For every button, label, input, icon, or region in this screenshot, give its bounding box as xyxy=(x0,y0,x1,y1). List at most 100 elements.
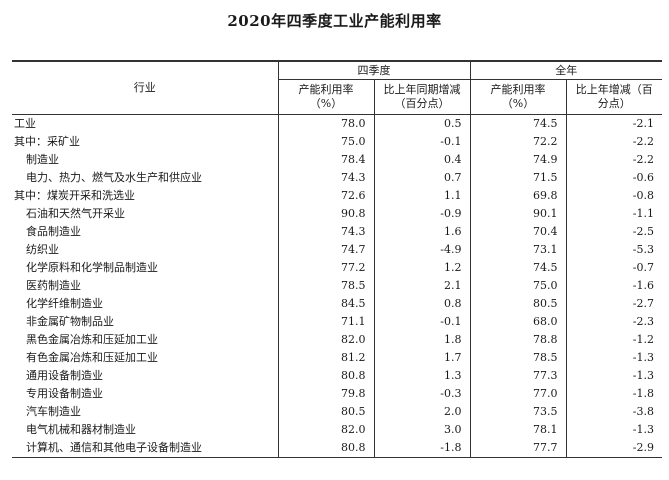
q4-change-cell: -0.1 xyxy=(374,133,471,151)
year-change-header-line1: 比上年增减（百 xyxy=(575,83,653,96)
q4-change-cell: -0.9 xyxy=(374,205,471,223)
year-change-cell: -1.3 xyxy=(632,423,654,436)
year-rate-cell: 68.0 xyxy=(470,313,567,331)
year-change-cell: -1.8 xyxy=(632,387,654,400)
q4-rate-cell: 72.6 xyxy=(278,187,375,205)
year-change-header-line2: 分点） xyxy=(597,97,631,110)
year-change-cell: -2.7 xyxy=(632,297,654,310)
table-row: 化学原料和化学制品制造业 77.2 1.2 74.5 -0.7 xyxy=(12,259,662,277)
q4-change-cell: 1.3 xyxy=(374,367,471,385)
table-row: 专用设备制造业 79.8 -0.3 77.0 -1.8 xyxy=(12,385,662,403)
q4-rate-cell: 74.3 xyxy=(278,169,375,187)
capacity-utilization-table: 行业 四季度 全年 产能利用率 （%） 比上年同期增减 （百分点） 产能利用率 … xyxy=(12,60,662,458)
industry-name-cell: 食品制造业 xyxy=(12,223,279,241)
year-rate-cell: 74.9 xyxy=(470,151,567,169)
q4-rate-cell: 82.0 xyxy=(278,421,375,439)
year-rate-cell: 77.7 xyxy=(470,439,567,458)
q4-change-cell: -0.1 xyxy=(374,313,471,331)
year-rate-cell: 78.5 xyxy=(470,349,567,367)
industry-name-cell: 计算机、通信和其他电子设备制造业 xyxy=(12,439,279,458)
q4-change-cell: -0.3 xyxy=(374,385,471,403)
industry-name-cell: 纺织业 xyxy=(12,241,279,259)
table-row: 石油和天然气开采业 90.8 -0.9 90.1 -1.1 xyxy=(12,205,662,223)
year-change-cell: -2.2 xyxy=(632,135,654,148)
industry-name-cell: 通用设备制造业 xyxy=(12,367,279,385)
year-rate-cell: 90.1 xyxy=(470,205,567,223)
q4-change-cell: 0.4 xyxy=(374,151,471,169)
year-change-cell: -5.3 xyxy=(632,243,654,256)
industry-name-cell: 化学纤维制造业 xyxy=(12,295,279,313)
year-change-cell: -3.8 xyxy=(632,405,654,418)
year-rate-cell: 77.0 xyxy=(470,385,567,403)
industry-name-cell: 化学原料和化学制品制造业 xyxy=(12,259,279,277)
year-rate-cell: 74.5 xyxy=(470,114,567,133)
table-header: 行业 四季度 全年 产能利用率 （%） 比上年同期增减 （百分点） 产能利用率 … xyxy=(12,60,662,115)
q4-rate-cell: 78.5 xyxy=(278,277,375,295)
q4-rate-cell: 80.5 xyxy=(278,403,375,421)
q4-rate-header-line1: 产能利用率 xyxy=(298,83,354,96)
q4-rate-header-line2: （%） xyxy=(309,97,343,110)
industry-name-cell: 制造业 xyxy=(12,151,279,169)
q4-change-cell: 1.1 xyxy=(374,187,471,205)
table-row: 其中：煤炭开采和洗选业 72.6 1.1 69.8 -0.8 xyxy=(12,187,662,205)
table-row: 有色金属冶炼和压延加工业 81.2 1.7 78.5 -1.3 xyxy=(12,349,662,367)
year-rate-cell: 75.0 xyxy=(470,277,567,295)
year-rate-cell: 78.8 xyxy=(470,331,567,349)
year-change-cell: -1.3 xyxy=(632,351,654,364)
industry-name-cell: 电气机械和器材制造业 xyxy=(12,421,279,439)
year-change-cell: -2.9 xyxy=(566,439,662,458)
table-row: 计算机、通信和其他电子设备制造业 80.8 -1.8 77.7 -2.9 xyxy=(12,439,662,458)
year-rate-cell: 80.5 xyxy=(470,295,567,313)
q4-change-cell: -1.8 xyxy=(374,439,471,458)
year-rate-cell: 74.5 xyxy=(470,259,567,277)
q4-rate-cell: 71.1 xyxy=(278,313,375,331)
q4-change-cell: 0.7 xyxy=(374,169,471,187)
q4-change-cell: 0.8 xyxy=(374,295,471,313)
q4-rate-cell: 78.0 xyxy=(278,114,375,133)
q4-change-header-line1: 比上年同期增减 xyxy=(383,83,461,96)
q4-change-cell: 2.1 xyxy=(374,277,471,295)
q4-change-cell: 0.5 xyxy=(374,114,471,133)
table-row: 化学纤维制造业 84.5 0.8 80.5 -2.7 xyxy=(12,295,662,313)
industry-name-cell: 有色金属冶炼和压延加工业 xyxy=(12,349,279,367)
industry-name-cell: 电力、热力、燃气及水生产和供应业 xyxy=(12,169,279,187)
year-rate-header-line2: （%） xyxy=(501,97,535,110)
year-change-cell: -2.3 xyxy=(632,315,654,328)
q4-rate-cell: 77.2 xyxy=(278,259,375,277)
table-row: 通用设备制造业 80.8 1.3 77.3 -1.3 xyxy=(12,367,662,385)
industry-name-cell: 非金属矿物制品业 xyxy=(12,313,279,331)
table-row: 电气机械和器材制造业 82.0 3.0 78.1 -1.3 xyxy=(12,421,662,439)
year-rate-cell: 69.8 xyxy=(470,187,567,205)
q4-rate-cell: 78.4 xyxy=(278,151,375,169)
industry-name-cell: 黑色金属冶炼和压延加工业 xyxy=(12,331,279,349)
table-row: 非金属矿物制品业 71.1 -0.1 68.0 -2.3 xyxy=(12,313,662,331)
industry-name-cell: 汽车制造业 xyxy=(12,403,279,421)
q4-rate-cell: 74.3 xyxy=(278,223,375,241)
table-row: 食品制造业 74.3 1.6 70.4 -2.5 xyxy=(12,223,662,241)
q4-rate-cell: 80.8 xyxy=(278,439,375,458)
table-row: 电力、热力、燃气及水生产和供应业 74.3 0.7 71.5 -0.6 xyxy=(12,169,662,187)
year-change-cell: -2.1 xyxy=(632,117,654,130)
table-row: 黑色金属冶炼和压延加工业 82.0 1.8 78.8 -1.2 xyxy=(12,331,662,349)
year-change-cell: -2.2 xyxy=(632,153,654,166)
q4-rate-cell: 81.2 xyxy=(278,349,375,367)
q4-rate-cell: 84.5 xyxy=(278,295,375,313)
q4-change-cell: 1.8 xyxy=(374,331,471,349)
q4-change-header-line2: （百分点） xyxy=(394,97,450,110)
industry-name-cell: 专用设备制造业 xyxy=(12,385,279,403)
year-rate-cell: 78.1 xyxy=(470,421,567,439)
year-change-cell: -1.3 xyxy=(632,369,654,382)
year-rate-cell: 72.2 xyxy=(470,133,567,151)
table-row: 医药制造业 78.5 2.1 75.0 -1.6 xyxy=(12,277,662,295)
q4-rate-cell: 82.0 xyxy=(278,331,375,349)
q4-rate-cell: 80.8 xyxy=(278,367,375,385)
q4-change-cell: 3.0 xyxy=(374,421,471,439)
q4-rate-cell: 75.0 xyxy=(278,133,375,151)
year-rate-header: 产能利用率 （%） xyxy=(470,79,567,115)
year-rate-header-line1: 产能利用率 xyxy=(490,83,546,96)
year-change-cell: -1.6 xyxy=(632,279,654,292)
table-row: 汽车制造业 80.5 2.0 73.5 -3.8 xyxy=(12,403,662,421)
table-row: 制造业 78.4 0.4 74.9 -2.2 xyxy=(12,151,662,169)
table-row: 纺织业 74.7 -4.9 73.1 -5.3 xyxy=(12,241,662,259)
q4-change-cell: 1.7 xyxy=(374,349,471,367)
